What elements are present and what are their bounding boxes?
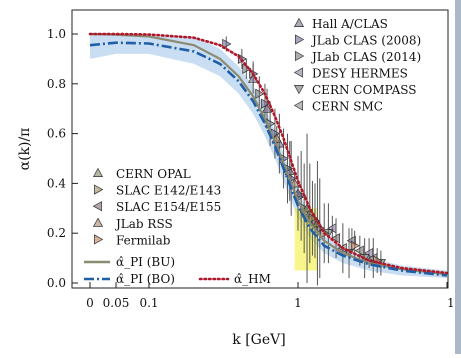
x-tick-label-0: 0: [86, 296, 94, 310]
y-tick-label-3: 0.6: [47, 127, 66, 141]
legend-marker-bl-0: [92, 167, 104, 177]
legend-label-bl-2: SLAC E154/E155: [116, 200, 221, 214]
legend-label-bo: α̂_PI (BO): [116, 272, 175, 286]
data-point-8-1: [354, 245, 364, 256]
legend-marker-bl-1: [94, 184, 104, 195]
legend-label-tr-2: JLab CLAS (2014): [310, 50, 421, 64]
x-tick-label-1: 0.05: [103, 296, 130, 310]
legend-label-tr-4: CERN COMPASS: [312, 83, 416, 97]
legend-marker-tr-3: [293, 67, 303, 78]
x-tick-label-2: 0.1: [139, 296, 158, 310]
legend-marker-bl-2: [92, 201, 102, 212]
legend-marker-tr-4: [293, 85, 305, 95]
legend-label-tr-1: JLab CLAS (2008): [310, 34, 421, 48]
legend-marker-bl-4: [94, 234, 104, 245]
plot-frame: [71, 9, 449, 289]
curve-pi-bo: [89, 41, 448, 277]
legend-label-bl-1: SLAC E142/E143: [116, 184, 221, 198]
y-tick-label-1: 0.2: [47, 226, 66, 240]
curve-pi-bu: [89, 32, 448, 276]
y-axis-label: α(k)/π: [17, 128, 33, 171]
legend-label-tr-3: DESY HERMES: [312, 67, 408, 81]
data-point-10-0: [350, 240, 360, 251]
legend-marker-bl-3: [92, 217, 104, 227]
data-point-0-0: [222, 38, 232, 50]
legend-label-bl-4: Fermilab: [116, 233, 171, 247]
curve-hm: [88, 32, 449, 275]
legend-label-tr-5: CERN SMC: [312, 100, 383, 114]
data-point-2-1: [255, 88, 265, 99]
legend-marker-tr-1: [295, 34, 305, 45]
x-axis-label: k [GeV]: [232, 332, 285, 348]
y-tick-label-0: 0.0: [47, 276, 66, 290]
legend-label-bl-0: CERN OPAL: [116, 167, 191, 181]
legend-marker-tr-0: [293, 17, 305, 27]
data-point-0-3: [260, 98, 271, 109]
data-point-1-1: [261, 103, 273, 113]
legend-label-bu: α̂_PI (BU): [116, 255, 175, 269]
legend-label-tr-0: Hall A/CLAS: [312, 17, 388, 31]
y-tick-label-4: 0.8: [47, 77, 66, 91]
x-tick-label-3: 1: [294, 296, 302, 310]
legend-marker-tr-5: [293, 100, 303, 111]
legend-marker-tr-2: [295, 50, 305, 62]
legend-label-bl-3: JLab RSS: [114, 217, 173, 231]
y-tick-label-2: 0.4: [47, 176, 66, 190]
screenshot-right-edge: [455, 0, 461, 354]
legend-label-hm: α̂_HM: [234, 272, 271, 286]
data-point-8-0: [330, 233, 340, 244]
y-tick-label-5: 1.0: [47, 27, 66, 41]
